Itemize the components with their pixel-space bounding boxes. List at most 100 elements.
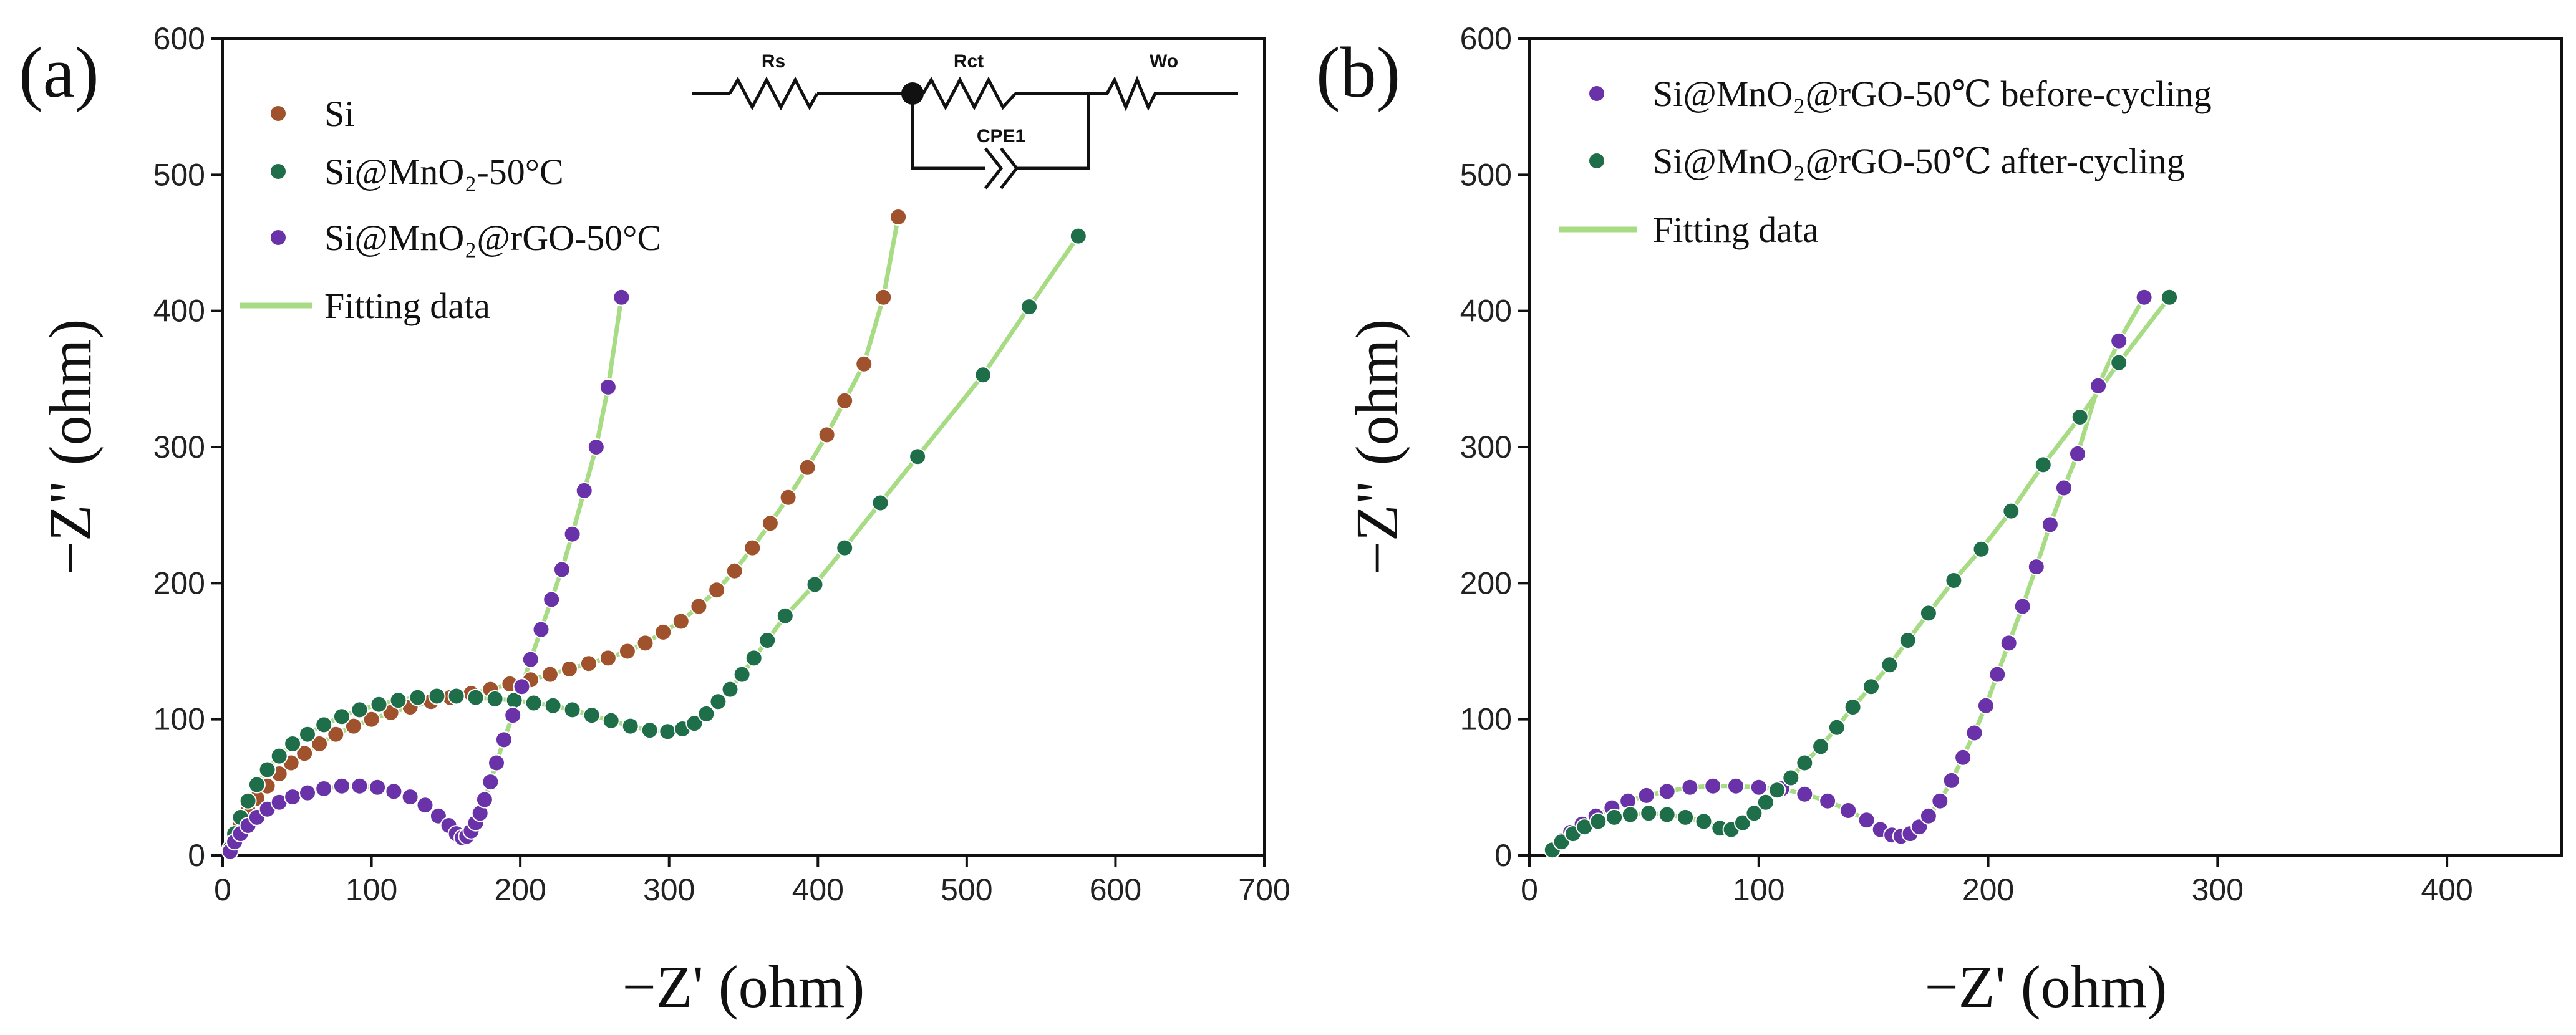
data-point-b-s0 [1704, 777, 1722, 795]
data-point-b-s0 [2000, 634, 2018, 652]
data-point-b-s1 [1745, 804, 1763, 822]
data-point-a-s1 [428, 687, 446, 705]
data-point-a-s1 [733, 665, 751, 683]
data-point-a-s1 [974, 366, 992, 384]
data-point-a-s0 [579, 655, 598, 673]
legend-label-fitting-a: Fitting data [324, 286, 490, 326]
data-point-b-s0 [2055, 479, 2073, 497]
data-point-a-s2 [332, 777, 351, 795]
x-tick-label: 200 [494, 872, 546, 907]
legend-marker-si [269, 105, 287, 122]
data-point-b-s1 [1621, 806, 1639, 824]
data-point-b-s1 [1695, 812, 1713, 830]
data-point-b-s1 [1605, 808, 1624, 826]
legend-item-after-cycling: Si@MnO₂@rGO-50℃ after-cycling [1588, 141, 2185, 181]
data-point-b-s0 [1658, 782, 1676, 801]
panel-a-label: (a) [19, 33, 99, 113]
data-point-b-s0 [1965, 724, 1983, 742]
y-tick-label: 200 [1460, 566, 1512, 600]
x-tick-label: 500 [941, 872, 992, 907]
panel-a-axis-ticks: 0 100 200 300 400 500 600 700 0 100 200 300 400 500 60… [153, 21, 1290, 907]
panel-b-fit-lines [1550, 295, 2172, 852]
data-point-a-s2 [284, 788, 302, 806]
data-point-a-s0 [618, 642, 636, 660]
legend-item-si-mno2: Si@MnO₂-50°C [269, 152, 564, 192]
data-point-b-s1 [1899, 632, 1917, 649]
data-point-a-s0 [855, 355, 873, 373]
data-point-a-s1 [1020, 298, 1039, 316]
legend-label-after-cycling: Si@MnO₂@rGO-50℃ after-cycling [1653, 141, 2185, 181]
data-point-b-s1 [1881, 656, 1899, 674]
y-tick-label: 100 [153, 702, 205, 737]
legend-label-si-mno2-rgo: Si@MnO₂@rGO-50°C [324, 218, 661, 258]
data-point-a-s1 [909, 448, 927, 466]
circuit-label-wo: Wo [1150, 51, 1178, 72]
x-tick-label: 400 [792, 872, 844, 907]
y-tick-label: 200 [153, 566, 205, 600]
data-point-b-s1 [2110, 354, 2128, 372]
data-point-a-s0 [761, 514, 779, 532]
legend-marker-after-cycling [1588, 152, 1605, 170]
fitting-line-b-1 [1550, 295, 2172, 852]
panel-b-label: (b) [1316, 33, 1400, 113]
data-point-b-s0 [1919, 807, 1937, 825]
legend-item-si: Si [269, 94, 354, 134]
data-point-b-s1 [1640, 804, 1658, 822]
data-point-a-s0 [344, 717, 362, 735]
panel-b-x-axis-title: −Z' (ohm) [1925, 953, 2167, 1020]
data-point-a-s1 [806, 575, 824, 594]
x-tick-label: 400 [2421, 872, 2472, 907]
y-tick-label: 400 [1460, 294, 1512, 329]
data-point-a-s0 [636, 634, 654, 652]
x-tick-label: 100 [346, 872, 397, 907]
data-point-a-s1 [315, 716, 333, 734]
data-point-a-s0 [779, 488, 797, 506]
panel-b: (b) 0 100 200 300 400 0 100 200 300 400 500 600 −Z'… [1316, 21, 2563, 1020]
data-point-a-s2 [482, 773, 500, 791]
data-point-b-s1 [1919, 604, 1937, 622]
y-tick-label: 300 [1460, 430, 1512, 465]
data-point-a-s1 [1069, 227, 1087, 245]
data-point-b-s0 [1977, 696, 1995, 715]
data-point-b-s1 [1812, 738, 1830, 756]
data-point-a-s1 [525, 694, 543, 712]
cpe-left-plate-icon [984, 147, 1004, 190]
data-point-a-s2 [599, 378, 617, 396]
data-point-a-s1 [351, 701, 369, 719]
panel-b-legend: Si@MnO₂@rGO-50℃ before-cycling Si@MnO₂@r… [1559, 74, 2212, 250]
legend-label-fitting-b: Fitting data [1653, 209, 1819, 250]
data-point-a-s1 [284, 735, 302, 753]
data-point-a-s2 [416, 796, 434, 814]
data-point-b-s1 [1945, 572, 1963, 589]
data-point-a-s1 [685, 715, 704, 733]
data-point-b-s1 [2034, 456, 2052, 474]
data-point-b-s1 [1677, 808, 1695, 826]
data-point-a-s2 [299, 784, 316, 802]
legend-label-si: Si [324, 94, 354, 134]
data-point-a-s2 [532, 620, 550, 638]
data-point-b-s1 [1658, 806, 1676, 824]
data-point-a-s1 [239, 792, 257, 810]
panel-b-axis-ticks: 0 100 200 300 400 0 100 200 300 400 500 600 [1460, 21, 2473, 907]
x-tick-label: 300 [643, 872, 695, 907]
warburg-wo-icon [1088, 75, 1238, 112]
data-point-a-s1 [641, 721, 659, 739]
data-point-a-s1 [248, 776, 266, 794]
data-point-a-s1 [270, 747, 288, 765]
data-point-a-s1 [486, 690, 504, 708]
data-point-b-s1 [1972, 540, 1990, 558]
data-point-a-s2 [543, 590, 561, 609]
legend-marker-before-cycling [1588, 85, 1605, 102]
data-point-a-s0 [599, 649, 617, 667]
data-point-b-s1 [1589, 812, 1607, 830]
data-point-a-s1 [776, 607, 794, 625]
data-point-a-s0 [889, 208, 908, 226]
data-point-a-s2 [495, 731, 513, 749]
x-tick-label: 700 [1238, 872, 1290, 907]
data-point-a-s1 [370, 695, 388, 713]
data-point-a-s2 [475, 791, 493, 809]
data-point-a-s0 [362, 710, 380, 728]
data-point-a-s2 [575, 481, 593, 499]
data-point-a-s2 [504, 706, 522, 724]
